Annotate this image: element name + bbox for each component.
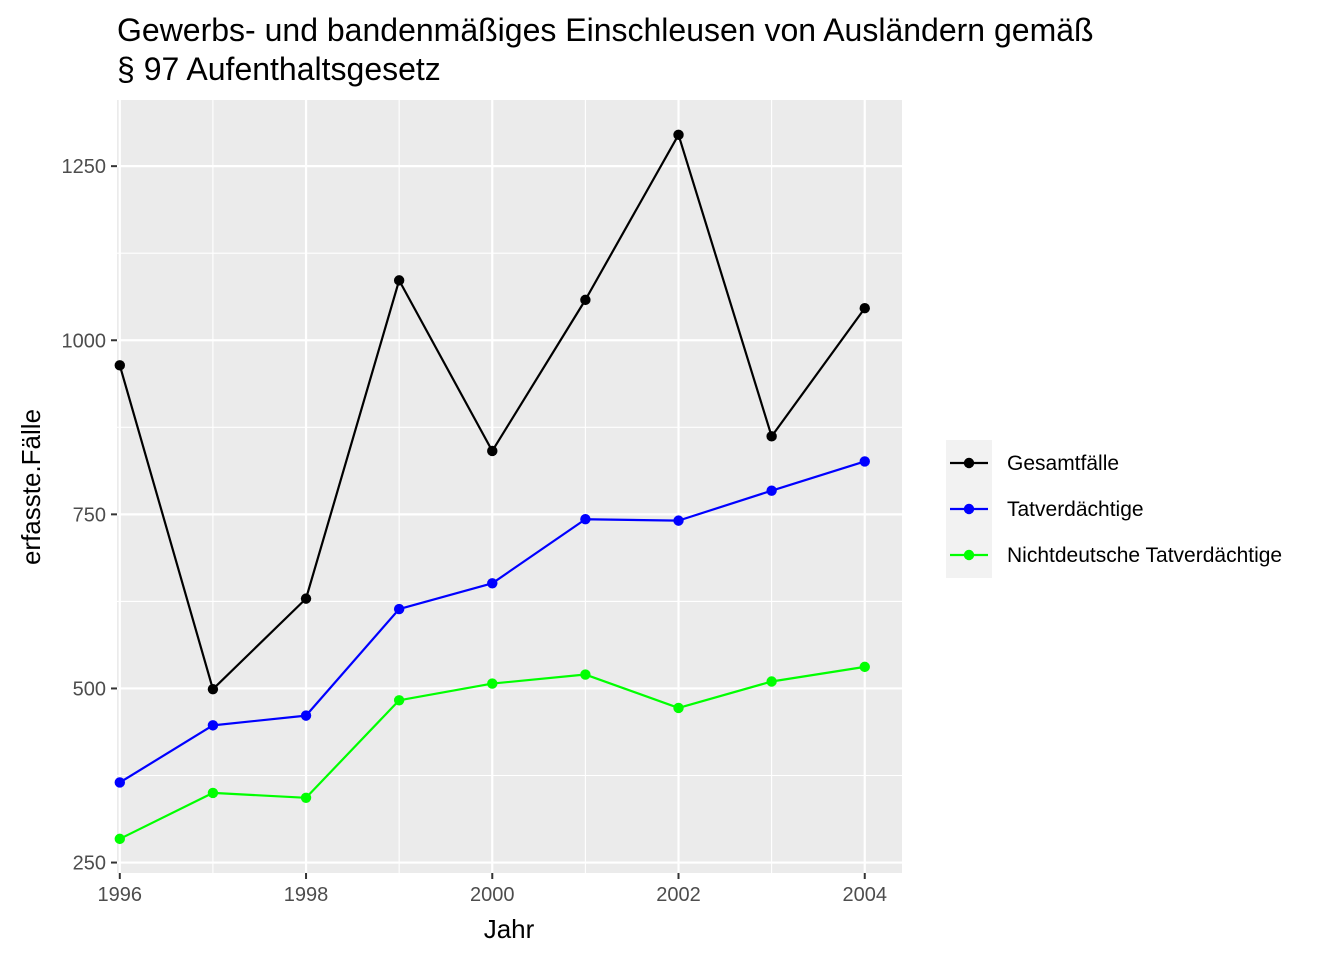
legend-label: Gesamtfälle — [1007, 452, 1119, 475]
y-tick-label: 500 — [73, 678, 106, 700]
y-tick-label: 250 — [73, 853, 106, 875]
x-tick-label: 2000 — [470, 884, 515, 906]
data-point — [859, 303, 870, 314]
data-point — [393, 695, 405, 706]
legend-label: Tatverdächtige — [1007, 498, 1144, 521]
legend-label: Nichtdeutsche Tatverdächtige — [1007, 544, 1282, 567]
grid-lines — [117, 100, 902, 873]
data-point — [766, 431, 777, 442]
x-tick-label: 2002 — [656, 884, 701, 906]
y-axis-ticks: 250 500 750 1000 1250 — [62, 156, 117, 875]
data-point — [393, 603, 405, 615]
data-point — [487, 678, 498, 689]
data-point — [766, 676, 777, 687]
legend-key-point — [963, 549, 975, 561]
data-point — [673, 702, 684, 714]
legend-key-point — [963, 503, 975, 515]
data-point — [766, 485, 777, 496]
data-point — [580, 294, 591, 306]
x-tick-label: 2004 — [843, 884, 888, 906]
data-point — [673, 515, 684, 526]
data-point — [393, 275, 405, 286]
legend-item: Gesamtfälle — [950, 452, 1119, 475]
data-series — [114, 129, 870, 845]
y-tick-label: 750 — [73, 504, 106, 526]
data-point — [859, 661, 870, 673]
y-axis-title: erfasste.Fälle — [16, 409, 46, 565]
data-point — [300, 593, 312, 604]
data-point — [673, 129, 684, 141]
y-tick-label: 1000 — [62, 330, 107, 352]
x-tick-label: 1998 — [284, 884, 329, 906]
data-point — [580, 514, 591, 525]
chart-title-line-1: Gewerbs- und bandenmäßiges Einschleusen … — [117, 12, 1094, 48]
series-3 — [114, 661, 870, 845]
data-point — [114, 833, 125, 845]
legend: Gesamtfälle Tatverdächtige Nichtdeutsche T… — [946, 440, 1282, 578]
x-axis-title: Jahr — [484, 914, 535, 944]
chart-title-line-2: § 97 Aufenthaltsgesetz — [117, 51, 441, 87]
legend-item: Tatverdächtige — [950, 498, 1144, 521]
legend-item: Nichtdeutsche Tatverdächtige — [950, 544, 1282, 567]
data-point — [207, 720, 219, 731]
data-point — [114, 777, 125, 788]
data-point — [487, 445, 498, 457]
data-point — [300, 710, 312, 721]
data-point — [580, 669, 591, 680]
data-point — [487, 578, 498, 589]
x-axis-ticks: 1996 1998 2000 2002 2004 — [98, 873, 887, 906]
data-point — [300, 792, 312, 803]
series-2 — [114, 456, 870, 788]
data-point — [859, 456, 870, 467]
legend-key-point — [963, 457, 975, 469]
x-tick-label: 1996 — [98, 884, 143, 906]
data-point — [114, 360, 125, 371]
data-point — [207, 683, 219, 695]
data-point — [207, 787, 219, 799]
y-tick-label: 1250 — [62, 156, 107, 178]
series-1 — [114, 129, 870, 695]
